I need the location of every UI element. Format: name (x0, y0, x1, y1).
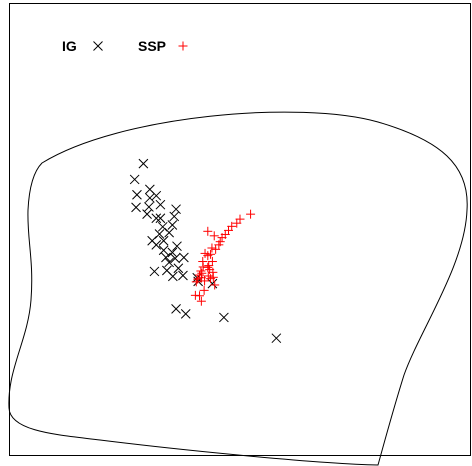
ig-point (173, 263, 184, 274)
ssp-point (207, 243, 217, 253)
ig-point (155, 213, 166, 224)
density-contour (8, 111, 468, 466)
ssp-point (200, 276, 210, 286)
ssp-point (211, 244, 221, 254)
ig-point (144, 193, 155, 203)
legend-x-icon (93, 41, 103, 51)
ig-point (207, 278, 218, 289)
ig-point (172, 241, 182, 252)
legend-marker-ssp (178, 41, 188, 51)
ssp-point (209, 231, 219, 241)
ssp-point (217, 233, 227, 243)
ig-point (158, 235, 169, 246)
legend-label-ssp: SSP (138, 38, 166, 54)
ssp-point (203, 226, 213, 236)
ig-point (131, 202, 141, 213)
ig-point (167, 271, 178, 282)
ig-point (171, 304, 181, 314)
ssp-point (214, 240, 224, 250)
ig-point (151, 190, 162, 201)
ig-point (178, 270, 188, 281)
ssp-point (210, 280, 220, 290)
points-layer (129, 158, 282, 344)
ig-point (180, 308, 191, 319)
legend-label-ig: IG (62, 38, 77, 54)
ig-point (151, 213, 162, 224)
ig-point (158, 245, 169, 256)
ssp-point (196, 296, 206, 306)
ig-point (151, 239, 162, 250)
ig-point (271, 333, 282, 344)
ig-point (164, 257, 175, 268)
ig-point (171, 204, 181, 215)
ig-point (179, 252, 189, 263)
ssp-point (203, 262, 213, 272)
ig-point (142, 209, 152, 220)
ig-point (138, 158, 149, 169)
ssp-point (191, 277, 201, 287)
ig-point (149, 266, 160, 277)
ssp-point (207, 257, 217, 267)
legend-marker-ig (93, 41, 103, 51)
ssp-point (246, 209, 256, 219)
ig-point (129, 174, 140, 185)
ssp-point (205, 265, 215, 275)
ssp-point (232, 218, 242, 228)
ssp-point (199, 285, 209, 295)
ig-point (167, 247, 178, 258)
ig-point (155, 199, 166, 210)
ssp-point (200, 248, 210, 258)
legend-plus-icon (178, 41, 188, 51)
ig-point (167, 220, 178, 230)
plot-frame (9, 3, 471, 456)
ig-point (164, 227, 175, 238)
ig-point (170, 253, 180, 264)
ssp-point (208, 272, 218, 282)
ig-point (219, 312, 229, 323)
ig-point (169, 211, 180, 222)
ig-point (144, 202, 154, 212)
ig-point (132, 189, 142, 200)
legend: IG SSP (62, 38, 188, 54)
ssp-point (204, 261, 214, 271)
ssp-point (190, 290, 200, 300)
ig-point (161, 252, 171, 263)
